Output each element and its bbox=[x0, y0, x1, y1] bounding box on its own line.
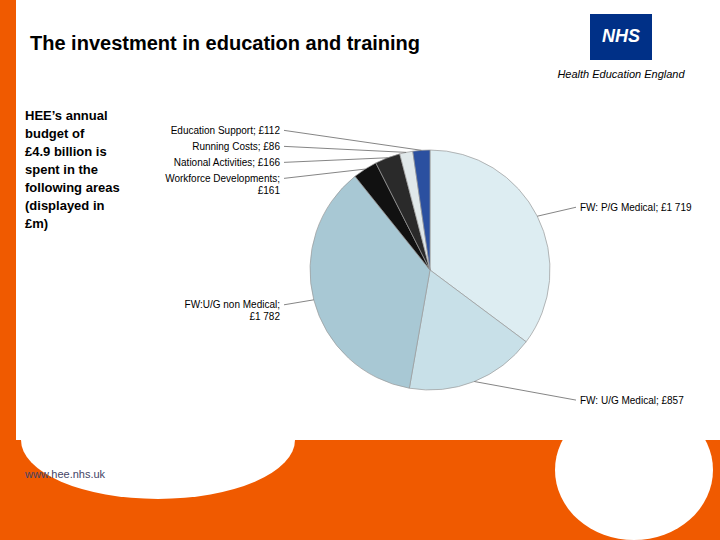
text-line: Workforce Developments; bbox=[165, 173, 280, 184]
text-line: FW: U/G Medical; £857 bbox=[580, 395, 684, 406]
logo-caption: Health Education England bbox=[557, 68, 685, 80]
text-line: FW: P/G Medical; £1 719 bbox=[580, 202, 692, 213]
logo-text: NHS bbox=[602, 26, 640, 46]
leader-line bbox=[284, 146, 406, 152]
slice-label: Running Costs; £86 bbox=[192, 141, 280, 152]
side-note: HEE’s annual budget of £4.9 billion is spen… bbox=[25, 108, 120, 231]
leader-line bbox=[284, 158, 388, 163]
footer: www.hee.nhs.uk bbox=[24, 468, 106, 480]
logo-box bbox=[590, 14, 652, 60]
slice-label: FW: U/G Medical; £857 bbox=[580, 395, 684, 406]
text-line: FW:U/G non Medical; bbox=[185, 299, 280, 310]
text-line: £161 bbox=[258, 185, 281, 196]
title: The investment in education and training bbox=[30, 32, 420, 54]
labels: FW: P/G Medical; £1 719 FW: U/G Medical; … bbox=[165, 125, 692, 406]
slice bbox=[413, 150, 430, 270]
slice-label: FW:U/G non Medical;£1 782 bbox=[185, 299, 281, 322]
slice-label: Education Support; £112 bbox=[171, 125, 281, 136]
text-line: National Activities; £166 bbox=[174, 157, 281, 168]
text-line: HEE’s annual bbox=[25, 108, 108, 123]
chart: NHS Health Education England The investmen… bbox=[0, 0, 720, 540]
decoration bbox=[0, 0, 720, 540]
bottom-cutout bbox=[21, 381, 295, 499]
text-line: £m) bbox=[25, 216, 48, 231]
text-line: £1 782 bbox=[249, 311, 280, 322]
leader-line bbox=[474, 382, 576, 401]
bottom-cutout bbox=[555, 400, 713, 540]
leader-line bbox=[284, 130, 421, 150]
leader-line bbox=[284, 300, 314, 305]
text-line: spent in the bbox=[25, 162, 98, 177]
text-line: Running Costs; £86 bbox=[192, 141, 280, 152]
leader-line bbox=[284, 169, 365, 178]
text-line: budget of bbox=[25, 126, 85, 141]
slice-label: Workforce Developments;£161 bbox=[165, 173, 280, 196]
text-line: Education Support; £112 bbox=[171, 125, 281, 136]
text-line: following areas bbox=[25, 180, 120, 195]
slice-label: FW: P/G Medical; £1 719 bbox=[580, 202, 692, 213]
pie bbox=[310, 150, 550, 390]
text-line: (displayed in bbox=[25, 198, 105, 213]
text-line: £4.9 billion is bbox=[25, 144, 107, 159]
leader-line bbox=[537, 207, 576, 216]
slice-label: National Activities; £166 bbox=[174, 157, 281, 168]
